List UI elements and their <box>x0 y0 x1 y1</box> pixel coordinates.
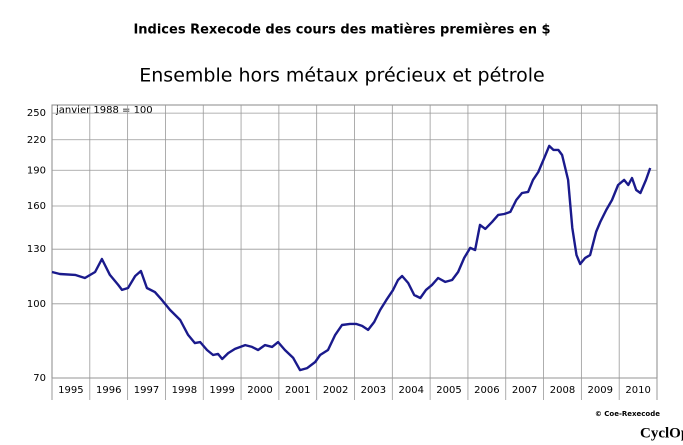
x-tick-label: 2003 <box>361 385 386 396</box>
y-tick-label: 220 <box>27 135 46 146</box>
x-tick-label: 2007 <box>512 385 537 396</box>
x-tick-label: 2002 <box>323 385 348 396</box>
x-tick-label: 1996 <box>96 385 121 396</box>
source: © Coe-Rexecode <box>595 410 660 418</box>
x-tick-label: 1997 <box>134 385 159 396</box>
x-tick-label: 2008 <box>550 385 575 396</box>
x-tick-label: 2004 <box>398 385 423 396</box>
x-tick-label: 2009 <box>588 385 613 396</box>
y-tick-label: 160 <box>27 201 46 212</box>
y-tick-label: 100 <box>27 299 46 310</box>
chart-subtitle: Ensemble hors métaux précieux et pétrole <box>139 65 545 87</box>
x-tick-label: 1999 <box>209 385 234 396</box>
x-tick-label: 1995 <box>58 385 83 396</box>
x-tick-label: 2010 <box>625 385 650 396</box>
x-tick-label: 2005 <box>436 385 461 396</box>
brand: CyclOpe <box>640 425 683 441</box>
chart-title: Indices Rexecode des cours des matières … <box>133 23 550 38</box>
x-tick-label: 1998 <box>172 385 197 396</box>
y-tick-label: 130 <box>27 244 46 255</box>
y-tick-label: 70 <box>33 373 46 384</box>
data-line <box>51 144 652 372</box>
x-tick-label: 2006 <box>474 385 499 396</box>
x-tick-label: 2001 <box>285 385 310 396</box>
y-tick-label: 190 <box>27 165 46 176</box>
x-tick-label: 2000 <box>247 385 272 396</box>
annotation: janvier 1988 = 100 <box>55 105 153 116</box>
y-tick-label: 250 <box>27 108 46 119</box>
